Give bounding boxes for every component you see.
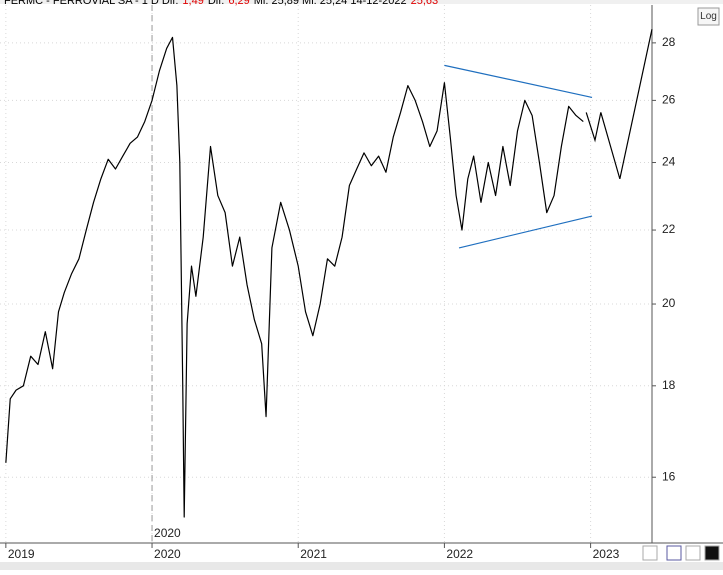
x-tick-label: 2019 [8,547,35,561]
header-part: Mi: 25,89 Mi: 25,24 14-12-2022 [254,0,407,7]
header-part: 25,63 [411,0,439,7]
y-tick-label: 22 [662,222,676,236]
header-part: 6,29 [228,0,249,7]
header-bar [0,0,723,4]
tool-icon[interactable] [642,545,658,561]
x-tick-label: 2021 [300,547,327,561]
color-icon[interactable] [704,545,720,561]
annotation-label: 2020 [154,526,181,540]
trendline [444,64,593,98]
y-tick-label: 16 [662,469,676,483]
trendline [585,29,653,180]
scrollbar[interactable] [0,562,723,570]
log-button-label[interactable]: Log [700,11,717,22]
pin-icon[interactable] [685,545,701,561]
price-line [5,36,584,518]
header-part: FERMC - FERROVIAL SA - 1 D Dif: [4,0,178,7]
y-tick-label: 26 [662,93,676,107]
header: FERMC - FERROVIAL SA - 1 D Dif: 1,49 Dif: 6… [4,0,438,7]
header-part: Dif: [208,0,225,7]
log-button[interactable] [697,7,720,26]
save-icon[interactable] [666,545,682,561]
trendline [458,215,593,249]
x-tick-label: 2020 [154,547,181,561]
header-part: 1,49 [182,0,203,7]
y-tick-label: 18 [662,378,676,392]
y-tick-label: 28 [662,35,676,49]
x-tick-label: 2023 [593,547,620,561]
y-tick-label: 20 [662,296,676,310]
x-tick-label: 2022 [446,547,473,561]
y-tick-label: 24 [662,155,676,169]
